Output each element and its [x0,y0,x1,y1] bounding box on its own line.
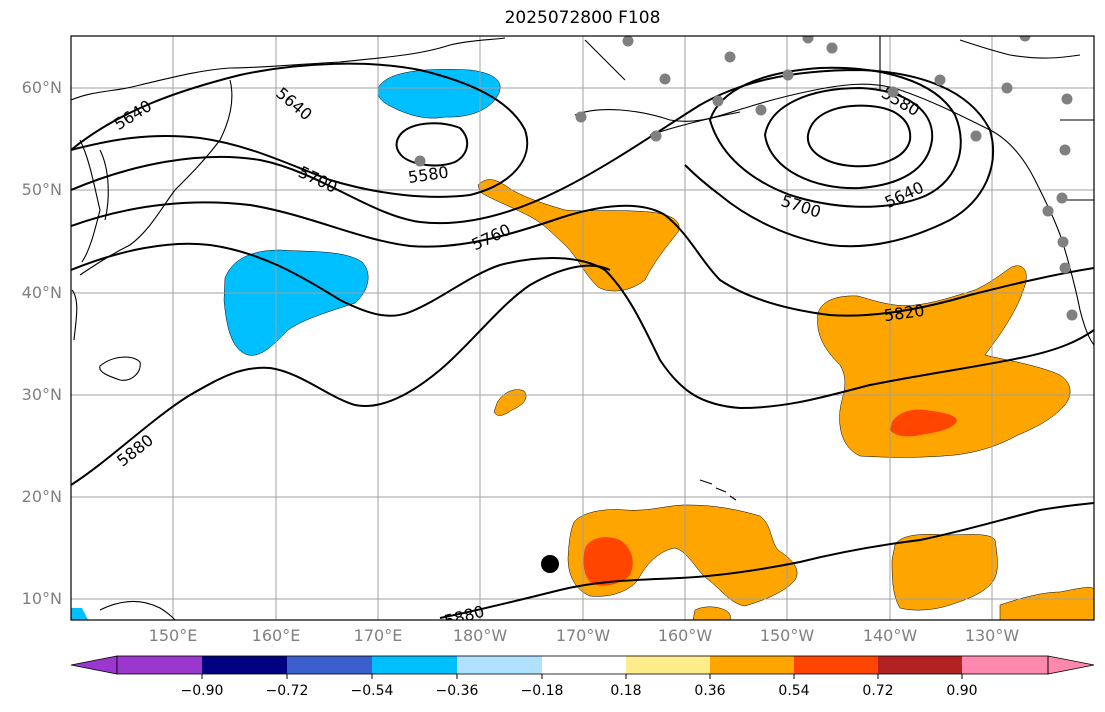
map-frame [70,35,1095,621]
colorbar-tick-label: 0.72 [862,683,894,699]
colorbar [70,655,1095,679]
map-title: 2025072800 F108 [504,8,661,28]
colorbar-tick-label: 0.18 [610,683,642,699]
station-markers [414,36,1078,321]
negative-anomaly-corner [71,608,88,620]
highlight-station-marker [541,555,559,573]
lat-label: 50°N [21,180,62,199]
positive-anomaly-small [493,389,527,416]
lat-label: 40°N [21,283,62,302]
lon-label: 140°W [862,626,918,645]
colorbar-tick-label: −0.72 [265,683,309,699]
colorbar-tick-label: 0.36 [694,683,726,699]
lon-label: 170°E [353,626,403,645]
lat-label: 20°N [21,487,62,506]
lon-label: 170°W [555,626,611,645]
negative-anomaly-west [223,249,369,356]
lon-label: 150°E [148,626,198,645]
colorbar-tick-label: 0.90 [946,683,978,699]
lon-label: 150°W [759,626,815,645]
lat-label: 10°N [21,589,62,608]
colorbar-tick-label: 0.54 [778,683,810,699]
negative-anomaly-north [377,69,501,119]
lat-label: 30°N [21,385,62,404]
strong-positive-anomaly-hawaii [583,537,633,586]
colorbar-tick-label: −0.36 [435,683,479,699]
lat-label: 60°N [21,78,62,97]
lon-label: 160°W [657,626,713,645]
lon-label: 180°W [452,626,508,645]
colorbar-tick-label: −0.18 [520,683,564,699]
strong-positive-anomaly-east [890,409,957,437]
positive-anomaly-gulf [477,179,680,292]
coastlines [71,36,1094,620]
colorbar-tick-label: −0.54 [350,683,394,699]
lon-label: 160°E [251,626,301,645]
colorbar-tick-label: −0.90 [180,683,224,699]
lon-label: 130°W [964,626,1020,645]
